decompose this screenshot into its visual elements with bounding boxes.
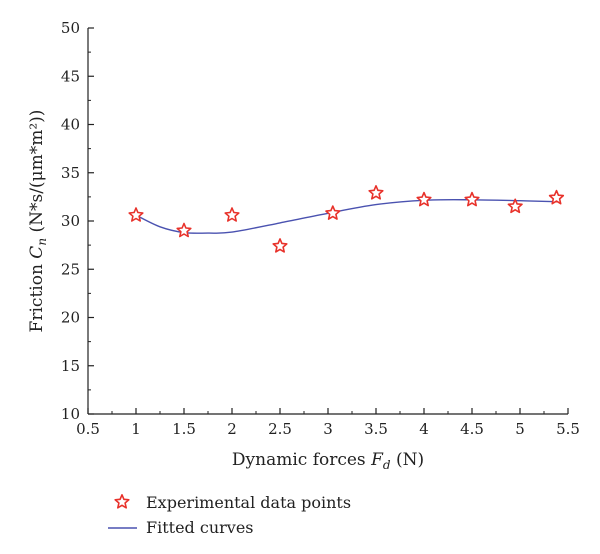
y-axis-label-subscript: n — [35, 238, 49, 246]
x-tick-label: 0.5 — [76, 420, 100, 438]
x-axis-label-subscript: d — [383, 458, 391, 472]
y-axis-label-symbol: C — [27, 246, 47, 259]
axes: 0.5 1 1.5 2 2.5 3 3.5 4 4.5 5 5.5 10 15 20 25 30 35 40 45 5… — [27, 19, 580, 472]
legend-label-data-points: Experimental data points — [146, 493, 351, 512]
fitted-curve-line — [135, 198, 557, 234]
y-axis-label: Friction Cn (N*s/(μm*m²)) — [27, 110, 49, 333]
y-tick-label: 50 — [61, 19, 80, 37]
x-tick-label: 4.5 — [460, 420, 484, 438]
y-tick-label: 25 — [61, 260, 80, 278]
data-point-star — [464, 191, 480, 207]
x-axis-label-unit: (N) — [391, 450, 425, 470]
x-axis-label-text: Dynamic forces — [232, 450, 371, 470]
legend-star-icon — [114, 494, 130, 509]
x-tick-label: 2.5 — [268, 420, 292, 438]
x-tick-label: 4 — [419, 420, 429, 438]
x-tick-label: 5 — [515, 420, 525, 438]
x-axis-label: Dynamic forces Fd (N) — [232, 450, 424, 472]
data-point-star — [176, 222, 192, 238]
y-axis-label-text: Friction — [27, 259, 47, 333]
fitted-curve-group — [135, 198, 557, 234]
data-point-star — [416, 191, 432, 207]
legend-label-fitted-curves: Fitted curves — [146, 518, 254, 537]
x-axis-label-symbol: F — [370, 450, 384, 470]
y-tick-label: 10 — [61, 405, 80, 423]
data-points-group — [128, 185, 565, 253]
data-point-star — [368, 185, 384, 200]
x-tick-label: 1 — [131, 420, 141, 438]
x-tick-label: 2 — [227, 420, 237, 438]
y-axis-label-unit: (N*s/(μm*m²)) — [27, 110, 47, 238]
data-point-star — [128, 207, 144, 222]
y-tick-label: 45 — [61, 67, 80, 85]
x-tick-label: 1.5 — [172, 420, 196, 438]
data-point-star — [507, 198, 523, 214]
y-tick-label: 30 — [61, 212, 80, 230]
data-point-star — [272, 238, 288, 253]
legend: Experimental data points Fitted curves — [108, 493, 351, 537]
x-tick-label: 3 — [323, 420, 333, 438]
y-tick-label: 15 — [61, 357, 80, 375]
x-tick-label: 3.5 — [364, 420, 388, 438]
data-point-star — [325, 205, 341, 220]
y-tick-label: 35 — [61, 164, 80, 182]
x-tick-label: 5.5 — [556, 420, 580, 438]
y-tick-label: 40 — [61, 116, 80, 134]
data-point-star — [224, 207, 240, 222]
data-point-star — [548, 189, 565, 205]
y-tick-label: 20 — [61, 309, 80, 327]
